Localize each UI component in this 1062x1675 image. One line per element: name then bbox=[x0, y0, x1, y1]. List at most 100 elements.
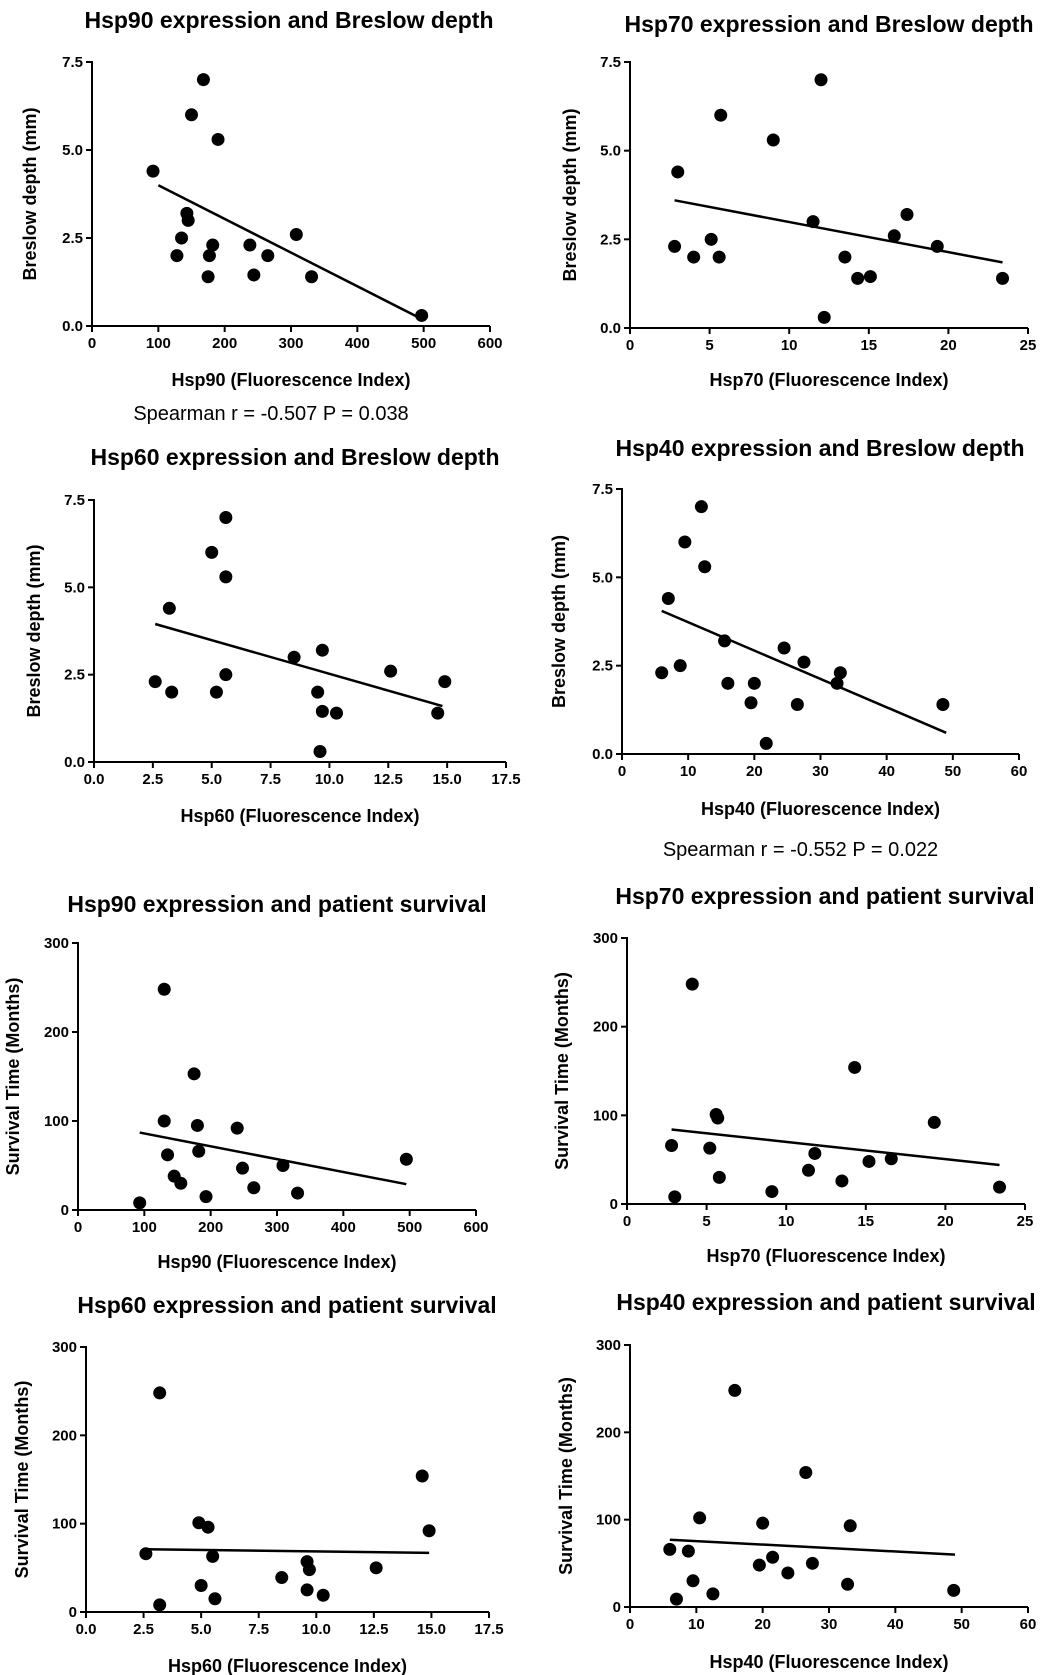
data-point bbox=[174, 1176, 188, 1190]
data-point bbox=[752, 1558, 766, 1572]
data-point bbox=[205, 545, 219, 559]
data-point bbox=[678, 535, 692, 549]
x-tick-label: 50 bbox=[953, 1616, 970, 1633]
x-tick-label: 7.5 bbox=[260, 771, 281, 788]
data-point bbox=[718, 634, 732, 648]
data-point bbox=[835, 1174, 849, 1188]
data-point bbox=[146, 164, 160, 178]
data-point bbox=[302, 1563, 316, 1577]
data-point bbox=[805, 1556, 819, 1570]
y-tick-label: 0.0 bbox=[64, 754, 85, 771]
x-tick-label: 40 bbox=[887, 1616, 904, 1633]
x-tick-label: 5.0 bbox=[191, 1621, 212, 1638]
data-point bbox=[814, 73, 828, 87]
data-point bbox=[693, 1511, 707, 1525]
data-point bbox=[927, 1115, 941, 1129]
data-point bbox=[201, 270, 215, 284]
data-point bbox=[887, 229, 901, 243]
chart-1: Hsp90 expression and Breslow depth 0 100 20… bbox=[20, 7, 503, 425]
x-tick-label: 17.5 bbox=[474, 1621, 503, 1638]
spearman-annotation: Spearman r = -0.552 P = 0.022 bbox=[663, 839, 938, 861]
data-point bbox=[275, 1571, 289, 1585]
y-tick-label: 0 bbox=[61, 1202, 69, 1219]
data-point bbox=[199, 1190, 213, 1204]
chart-title: Hsp90 expression and Breslow depth bbox=[84, 7, 493, 33]
data-point bbox=[291, 1186, 305, 1200]
data-point bbox=[799, 1466, 813, 1480]
y-tick-label: 300 bbox=[593, 930, 618, 947]
y-tick-label: 5.0 bbox=[64, 579, 85, 596]
data-point bbox=[801, 1163, 815, 1177]
y-tick-label: 0 bbox=[610, 1196, 618, 1213]
chart-6: Hsp70 expression and patient survival 0 5 1… bbox=[552, 883, 1035, 1266]
data-point bbox=[862, 1154, 876, 1168]
y-tick-label: 7.5 bbox=[62, 54, 83, 71]
data-point bbox=[781, 1566, 795, 1580]
chart-5: Hsp90 expression and patient survival 0 10… bbox=[3, 891, 489, 1272]
data-point bbox=[194, 1579, 208, 1592]
y-tick-label: 200 bbox=[52, 1427, 77, 1444]
data-point bbox=[686, 1574, 700, 1588]
x-axis-label: Hsp70 (Fluorescence Index) bbox=[706, 1246, 945, 1266]
y-tick-label: 300 bbox=[52, 1339, 77, 1356]
data-point bbox=[165, 685, 179, 699]
data-point bbox=[422, 1524, 436, 1538]
data-point bbox=[181, 213, 195, 227]
x-tick-label: 15 bbox=[860, 337, 877, 354]
data-point bbox=[766, 133, 780, 147]
y-tick-label: 100 bbox=[593, 1107, 618, 1124]
data-point bbox=[808, 1146, 822, 1160]
data-point bbox=[192, 1144, 206, 1158]
data-point bbox=[843, 1519, 857, 1533]
data-point bbox=[863, 270, 877, 284]
chart-title: Hsp90 expression and patient survival bbox=[67, 891, 486, 917]
data-point bbox=[208, 1592, 222, 1606]
data-point bbox=[399, 1152, 413, 1166]
y-axis-label: Survival Time (Months) bbox=[552, 972, 572, 1170]
data-point bbox=[185, 108, 198, 122]
regression-line bbox=[674, 199, 1003, 264]
x-tick-label: 12.5 bbox=[359, 1621, 388, 1638]
x-tick-label: 20 bbox=[754, 1616, 771, 1633]
data-point bbox=[157, 982, 171, 996]
data-point bbox=[170, 249, 184, 263]
x-tick-label: 100 bbox=[132, 1219, 157, 1236]
x-tick-label: 0 bbox=[618, 763, 626, 780]
data-point bbox=[714, 108, 728, 122]
data-point bbox=[728, 1383, 742, 1397]
data-point bbox=[206, 238, 220, 252]
x-tick-label: 40 bbox=[878, 763, 895, 780]
data-point bbox=[777, 641, 791, 655]
data-point bbox=[161, 1148, 175, 1162]
x-tick-label: 500 bbox=[411, 335, 436, 352]
x-tick-label: 200 bbox=[212, 335, 237, 352]
x-tick-label: 600 bbox=[463, 1219, 488, 1236]
data-point bbox=[369, 1561, 383, 1575]
x-tick-label: 0.0 bbox=[84, 771, 105, 788]
data-point bbox=[744, 696, 758, 710]
x-axis-label: Hsp40 (Fluorescence Index) bbox=[709, 1652, 948, 1672]
chart-7: Hsp60 expression and patient survival 0.0… bbox=[12, 1292, 504, 1675]
data-point bbox=[305, 270, 319, 284]
data-point bbox=[190, 1118, 204, 1132]
x-axis-label: Hsp60 (Fluorescence Index) bbox=[180, 806, 419, 826]
y-tick-label: 200 bbox=[44, 1024, 69, 1041]
data-point bbox=[703, 1141, 717, 1155]
data-point bbox=[936, 698, 950, 712]
x-tick-label: 15.0 bbox=[433, 771, 462, 788]
y-axis-label: Survival Time (Months) bbox=[556, 1377, 576, 1575]
y-tick-label: 2.5 bbox=[62, 230, 83, 247]
x-tick-label: 10 bbox=[680, 763, 697, 780]
y-tick-label: 2.5 bbox=[64, 667, 85, 684]
x-tick-label: 60 bbox=[1020, 1616, 1037, 1633]
data-point bbox=[415, 308, 429, 322]
data-point bbox=[993, 1180, 1007, 1194]
data-point bbox=[329, 706, 343, 720]
x-tick-label: 100 bbox=[146, 335, 171, 352]
x-tick-label: 0 bbox=[626, 337, 634, 354]
data-point bbox=[848, 1060, 862, 1074]
x-tick-label: 20 bbox=[937, 1213, 954, 1230]
spearman-annotation: Spearman r = -0.507 P = 0.038 bbox=[133, 403, 408, 425]
data-point bbox=[756, 1516, 770, 1530]
